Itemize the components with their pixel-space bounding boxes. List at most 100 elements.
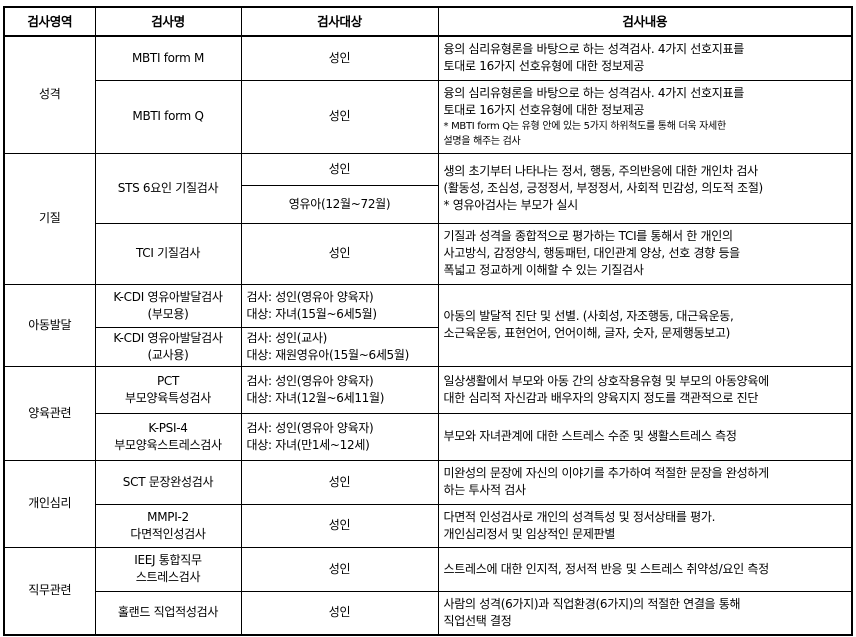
target-line: 성인 xyxy=(328,518,351,532)
target-line: 성인 xyxy=(328,605,351,620)
content-line: (활동성, 조심성, 긍정정서, 부정정서, 사회적 민감성, 의도적 조절) xyxy=(443,180,764,195)
test-target: 검사: 성인(영유아 양육자) 대상: 자녀(12월~6세11월) xyxy=(240,365,439,414)
test-name-line: IEEJ 통합직무 xyxy=(134,553,202,567)
test-target: 성인 xyxy=(240,459,439,505)
target-line: 성인 xyxy=(328,161,351,176)
content-line: 일상생활에서 부모와 아동 간의 상호작용유형 및 부모의 아동양육에 xyxy=(443,373,770,388)
content-line: 생의 초기부터 나타나는 정서, 행동, 주의반응에 대한 개인차 검사 xyxy=(443,163,759,178)
test-target: 성인 xyxy=(240,222,439,285)
content-line: 하는 투사적 검사 xyxy=(443,483,527,497)
table-header: 검사영역 검사명 검사대상 검사내용 xyxy=(3,6,853,37)
test-name: MBTI form Q xyxy=(94,79,242,154)
area-cell: 양육관련 xyxy=(3,365,96,461)
test-content: 다면적 인성검사로 개인의 성격특성 및 정서상태를 평가. 개인심리정서 및 임… xyxy=(437,503,853,548)
content-line: 대한 심리적 자신감과 배우자의 양육지지 정도를 객관적으로 진단 xyxy=(443,390,759,405)
test-name-line: 스트레스검사 xyxy=(135,570,201,584)
test-content: 스트레스에 대한 인지적, 정서적 반응 및 스트레스 취약성/요인 측정 xyxy=(437,546,853,592)
test-name-line: 부모양육특성검사 xyxy=(125,390,211,405)
test-content: 사람의 성격(6가지)과 직업환경(6가지)의 적절한 연결을 통해 직업선택 결… xyxy=(437,590,853,636)
content-line: 다면적 인성검사로 개인의 성격특성 및 정서상태를 평가. xyxy=(443,509,716,524)
content-line: 융의 심리유형론을 바탕으로 하는 성격검사. 4가지 선호지표를 xyxy=(443,42,745,57)
test-content: 부모와 자녀관계에 대한 스트레스 수준 및 생활스트레스 측정 xyxy=(437,412,853,461)
target-line: 대상: 자녀(15월~6세5월) xyxy=(246,306,378,321)
content-line: 소근육운동, 표현언어, 언어이해, 글자, 숫자, 문제행동보고) xyxy=(443,326,731,340)
test-target: 검사: 성인(영유아 양육자) 대상: 자녀(15월~6세5월) xyxy=(240,283,439,328)
area-cell: 기질 xyxy=(3,152,96,285)
content-line: 사람의 성격(6가지)과 직업환경(6가지)의 적절한 연결을 통해 xyxy=(443,596,741,611)
content-line: 토대로 16가지 선호유형에 대한 정보제공 xyxy=(443,102,645,117)
table-row: 기질 STS 6요인 기질검사 성인 생의 초기부터 나타나는 정서, 행동, … xyxy=(3,152,853,285)
area-cell: 성격 xyxy=(3,35,96,154)
test-target: 성인 xyxy=(240,152,439,186)
target-line: 성인 xyxy=(328,246,351,260)
content-line: 스트레스에 대한 인지적, 정서적 반응 및 스트레스 취약성/요인 측정 xyxy=(443,561,770,576)
test-name-line: MBTI form M xyxy=(131,50,205,65)
test-target: 성인 xyxy=(240,35,439,81)
target-line: 대상: 재원영유아(15월~6세5월) xyxy=(246,347,410,362)
header-test-name: 검사명 xyxy=(94,6,242,37)
area-cell: 직무관련 xyxy=(3,546,96,636)
content-line: 사고방식, 감정양식, 행동패턴, 대인관계 양상, 선호 경향 등을 xyxy=(443,246,741,260)
table-row: 양육관련 PCT 부모양육특성검사 검사: 성인(영유아 양육자) 대상: 자녀(1… xyxy=(3,365,853,461)
table-row: 개인심리 SCT 문장완성검사 성인 미완성의 문장에 자신의 이야기를 추가하… xyxy=(3,459,853,548)
target-line: 영유아(12월~72월) xyxy=(288,196,391,211)
test-name: K-CDI 영유아발달검사 (교사용) xyxy=(94,326,242,367)
table-row: 성격 MBTI form M 성인 융의 심리유형론을 바탕으로 하는 성격검사… xyxy=(3,35,853,154)
test-target: 성인 xyxy=(240,590,439,636)
content-line: 융의 심리유형론을 바탕으로 하는 성격검사. 4가지 선호지표를 xyxy=(443,85,745,100)
target-line: 대상: 자녀(만1세~12세) xyxy=(246,437,370,452)
table-row: MMPI-2 다면적인성검사 성인 다면적 인성검사로 개인의 성격특성 및 정서… xyxy=(4,503,853,548)
test-name-line: (부모용) xyxy=(147,306,189,321)
table-row: K-CDI 영유아발달검사 (교사용) 검사: 성인(교사) 대상: 재원영유아(1… xyxy=(4,326,852,367)
table-row: MBTI form Q 성인 융의 심리유형론을 바탕으로 하는 성격검사. 4… xyxy=(4,79,853,154)
test-name: MBTI form M xyxy=(94,35,242,81)
content-line: 개인심리정서 및 임상적인 문제판별 xyxy=(443,526,616,541)
test-name: SCT 문장완성검사 xyxy=(94,459,242,505)
content-line: 기질과 성격을 종합적으로 평가하는 TCI를 통해서 한 개인의 xyxy=(443,229,734,243)
area-cell: 개인심리 xyxy=(3,459,96,548)
test-target: 성인 xyxy=(240,503,439,548)
table-row: K-PSI-4 부모양육스트레스검사 검사: 성인(영유아 양육자) 대상: 자녀(… xyxy=(4,412,853,461)
content-line: 아동의 발달적 진단 및 선별. (사회성, 자조행동, 대근육운동, xyxy=(443,309,734,323)
test-content: 생의 초기부터 나타나는 정서, 행동, 주의반응에 대한 개인차 검사 (활동성… xyxy=(437,152,853,224)
table-row: 홀랜드 직업적성검사 성인 사람의 성격(6가지)과 직업환경(6가지)의 적절… xyxy=(4,590,853,636)
test-target: 검사: 성인(교사) 대상: 재원영유아(15월~6세5월) xyxy=(240,326,439,367)
test-name: 홀랜드 직업적성검사 xyxy=(94,590,242,636)
test-name-line: STS 6요인 기질검사 xyxy=(117,180,219,195)
content-line: 토대로 16가지 선호유형에 대한 정보제공 xyxy=(443,59,645,74)
test-name: PCT 부모양육특성검사 xyxy=(94,365,242,414)
content-line: 부모와 자녀관계에 대한 스트레스 수준 및 생활스트레스 측정 xyxy=(443,429,737,443)
test-name-line: K-CDI 영유아발달검사 xyxy=(113,289,223,304)
header-target: 검사대상 xyxy=(240,6,439,37)
header-area: 검사영역 xyxy=(3,6,96,37)
test-name-line: MBTI form Q xyxy=(132,109,204,123)
table-row: 아동발달 K-CDI 영유아발달검사 (부모용) 검사: 성인(영유아 양육자) 대… xyxy=(3,283,853,367)
table-row: 영유아(12월~72월) xyxy=(4,184,852,224)
test-name-line: TCI 기질검사 xyxy=(135,246,201,260)
test-name: K-CDI 영유아발달검사 (부모용) xyxy=(94,283,242,328)
target-line: 성인 xyxy=(328,561,351,576)
target-line: 성인 xyxy=(328,109,351,123)
test-content: 아동의 발달적 진단 및 선별. (사회성, 자조행동, 대근육운동, 소근육운동… xyxy=(437,283,853,367)
content-line: 미완성의 문장에 자신의 이야기를 추가하여 적절한 문장을 완성하게 xyxy=(443,466,770,480)
test-target: 검사: 성인(영유아 양육자) 대상: 자녀(만1세~12세) xyxy=(240,412,439,461)
note-line: 설명을 해주는 검사 xyxy=(443,135,521,147)
test-name-line: 다면적인성검사 xyxy=(130,526,206,541)
test-name: K-PSI-4 부모양육스트레스검사 xyxy=(94,412,242,461)
header-content: 검사내용 xyxy=(437,6,853,37)
content-line: * 영유아검사는 부모가 실시 xyxy=(443,197,579,212)
target-line: 검사: 성인(영유아 양육자) xyxy=(246,420,374,435)
target-line: 성인 xyxy=(328,474,351,489)
test-name-line: PCT xyxy=(156,373,180,388)
test-name: TCI 기질검사 xyxy=(94,222,242,285)
test-name-line: K-PSI-4 xyxy=(148,420,188,435)
test-name-line: (교사용) xyxy=(147,347,189,362)
target-line: 성인 xyxy=(328,50,351,65)
